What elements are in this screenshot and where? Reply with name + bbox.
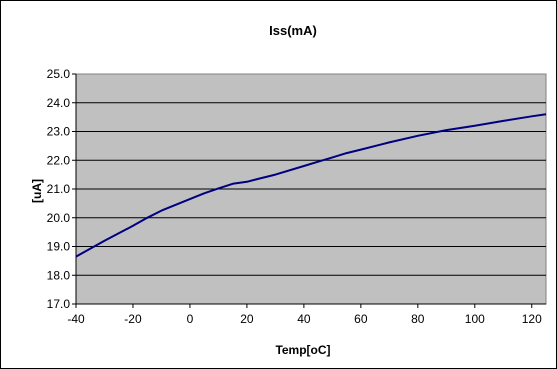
x-tick-label: 60 (354, 312, 368, 326)
x-tick-label: -20 (124, 312, 142, 326)
y-tick-label: 20.0 (47, 211, 71, 225)
y-tick-label: 24.0 (47, 96, 71, 110)
y-tick-label: 17.0 (47, 297, 71, 311)
y-tick-label: 25.0 (47, 67, 71, 81)
x-tick-label: 120 (522, 312, 542, 326)
y-tick-label: 23.0 (47, 125, 71, 139)
x-axis-title: Temp[oC] (275, 343, 330, 357)
x-tick-label: 100 (465, 312, 485, 326)
chart-title: Iss(mA) (269, 23, 317, 38)
x-tick-label: 0 (187, 312, 194, 326)
x-tick-label: -40 (67, 312, 85, 326)
y-tick-label: 18.0 (47, 268, 71, 282)
gridlines (76, 102, 546, 276)
x-tick-label: 80 (411, 312, 425, 326)
x-tick-label: 40 (297, 312, 311, 326)
axis-ticks (72, 73, 546, 308)
y-tick-label: 21.0 (47, 182, 71, 196)
y-tick-label: 19.0 (47, 240, 71, 254)
y-axis-title: [uA] (30, 179, 44, 203)
series-layer (75, 113, 547, 258)
series-line (75, 113, 547, 258)
tick-labels: 17.0 18.0 19.0 20.0 21.0 22.0 23.0 24.0 25.0 -40 -… (47, 67, 542, 326)
x-tick-label: 20 (240, 312, 254, 326)
y-tick-label: 22.0 (47, 153, 71, 167)
